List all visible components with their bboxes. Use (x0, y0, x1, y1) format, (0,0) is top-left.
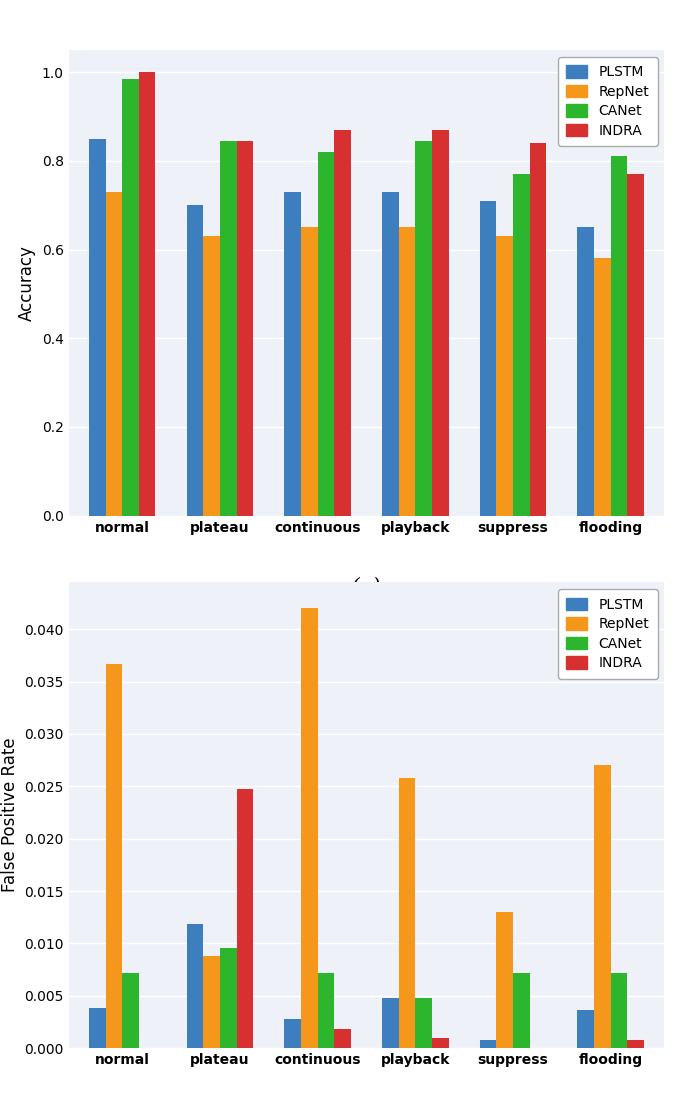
Bar (479, 1039, 497, 1048)
Bar (432, 130, 449, 516)
Bar (594, 765, 611, 1048)
Bar (415, 998, 432, 1048)
Bar (627, 174, 644, 516)
Bar (513, 174, 530, 516)
Bar (122, 973, 139, 1048)
Bar (399, 777, 415, 1048)
Bar (382, 192, 399, 516)
Text: (a): (a) (351, 577, 382, 598)
Bar (611, 973, 627, 1048)
Bar (627, 1039, 644, 1048)
Bar (203, 236, 220, 516)
Bar (122, 79, 139, 516)
Bar (611, 156, 627, 516)
Bar (415, 141, 432, 516)
Bar (479, 201, 497, 516)
Bar (301, 227, 318, 516)
Y-axis label: Accuracy: Accuracy (18, 245, 36, 321)
Bar (203, 956, 220, 1048)
Bar (236, 141, 253, 516)
Bar (399, 227, 415, 516)
Bar (530, 143, 546, 516)
Bar (334, 130, 351, 516)
Bar (432, 1038, 449, 1048)
Bar (89, 139, 105, 516)
Bar (577, 1010, 594, 1048)
Bar (497, 912, 513, 1048)
Bar (594, 258, 611, 516)
Bar (187, 925, 203, 1048)
Legend: PLSTM, RepNet, CANet, INDRA: PLSTM, RepNet, CANet, INDRA (558, 57, 658, 146)
Bar (89, 1008, 105, 1048)
Bar (318, 152, 334, 516)
Bar (105, 664, 122, 1048)
Bar (334, 1029, 351, 1048)
Bar (301, 609, 318, 1048)
Bar (139, 72, 155, 516)
Bar (577, 227, 594, 516)
Bar (497, 236, 513, 516)
Bar (236, 790, 253, 1048)
Y-axis label: False Positive Rate: False Positive Rate (1, 737, 18, 893)
Bar (513, 973, 530, 1048)
Bar (284, 1019, 301, 1048)
Bar (284, 192, 301, 516)
Legend: PLSTM, RepNet, CANet, INDRA: PLSTM, RepNet, CANet, INDRA (558, 589, 658, 679)
Bar (187, 205, 203, 516)
Bar (220, 947, 236, 1048)
Bar (105, 192, 122, 516)
Bar (318, 973, 334, 1048)
Bar (220, 141, 236, 516)
Bar (382, 998, 399, 1048)
